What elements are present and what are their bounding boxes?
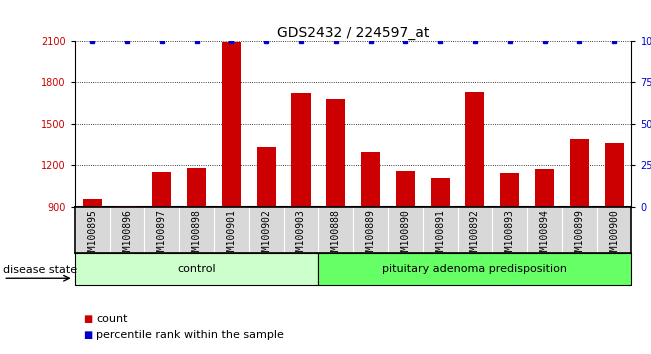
Bar <box>396 171 415 207</box>
Text: GSM100888: GSM100888 <box>331 210 340 262</box>
Bar <box>318 253 631 285</box>
Text: ■: ■ <box>83 314 92 324</box>
Title: GDS2432 / 224597_at: GDS2432 / 224597_at <box>277 26 430 40</box>
Bar <box>605 143 624 207</box>
Text: GSM100903: GSM100903 <box>296 210 306 262</box>
Bar <box>256 148 276 207</box>
Bar <box>465 92 484 207</box>
Text: control: control <box>177 264 216 274</box>
Text: percentile rank within the sample: percentile rank within the sample <box>96 330 284 339</box>
Text: GSM100898: GSM100898 <box>191 210 202 262</box>
Text: GSM100893: GSM100893 <box>505 210 515 262</box>
Bar <box>117 206 137 207</box>
Text: GSM100902: GSM100902 <box>261 210 271 262</box>
Bar <box>187 168 206 207</box>
Text: disease state: disease state <box>3 265 77 275</box>
Text: count: count <box>96 314 128 324</box>
Text: GSM100895: GSM100895 <box>87 210 97 262</box>
Text: GSM100899: GSM100899 <box>574 210 585 262</box>
Bar <box>361 152 380 207</box>
Text: GSM100890: GSM100890 <box>400 210 410 262</box>
Text: GSM100901: GSM100901 <box>227 210 236 262</box>
Bar <box>152 172 171 207</box>
Bar <box>83 199 102 207</box>
Text: ■: ■ <box>83 330 92 339</box>
Text: GSM100900: GSM100900 <box>609 210 619 262</box>
Text: GSM100896: GSM100896 <box>122 210 132 262</box>
Text: GSM100892: GSM100892 <box>470 210 480 262</box>
Bar <box>535 169 554 207</box>
Bar <box>500 173 519 207</box>
Bar <box>292 93 311 207</box>
Text: GSM100891: GSM100891 <box>435 210 445 262</box>
Bar <box>75 253 318 285</box>
Text: GSM100889: GSM100889 <box>366 210 376 262</box>
Bar <box>570 139 589 207</box>
Text: GSM100897: GSM100897 <box>157 210 167 262</box>
Text: pituitary adenoma predisposition: pituitary adenoma predisposition <box>382 264 568 274</box>
Text: GSM100894: GSM100894 <box>540 210 549 262</box>
Bar <box>430 178 450 207</box>
Bar <box>222 42 241 207</box>
Bar <box>326 99 345 207</box>
